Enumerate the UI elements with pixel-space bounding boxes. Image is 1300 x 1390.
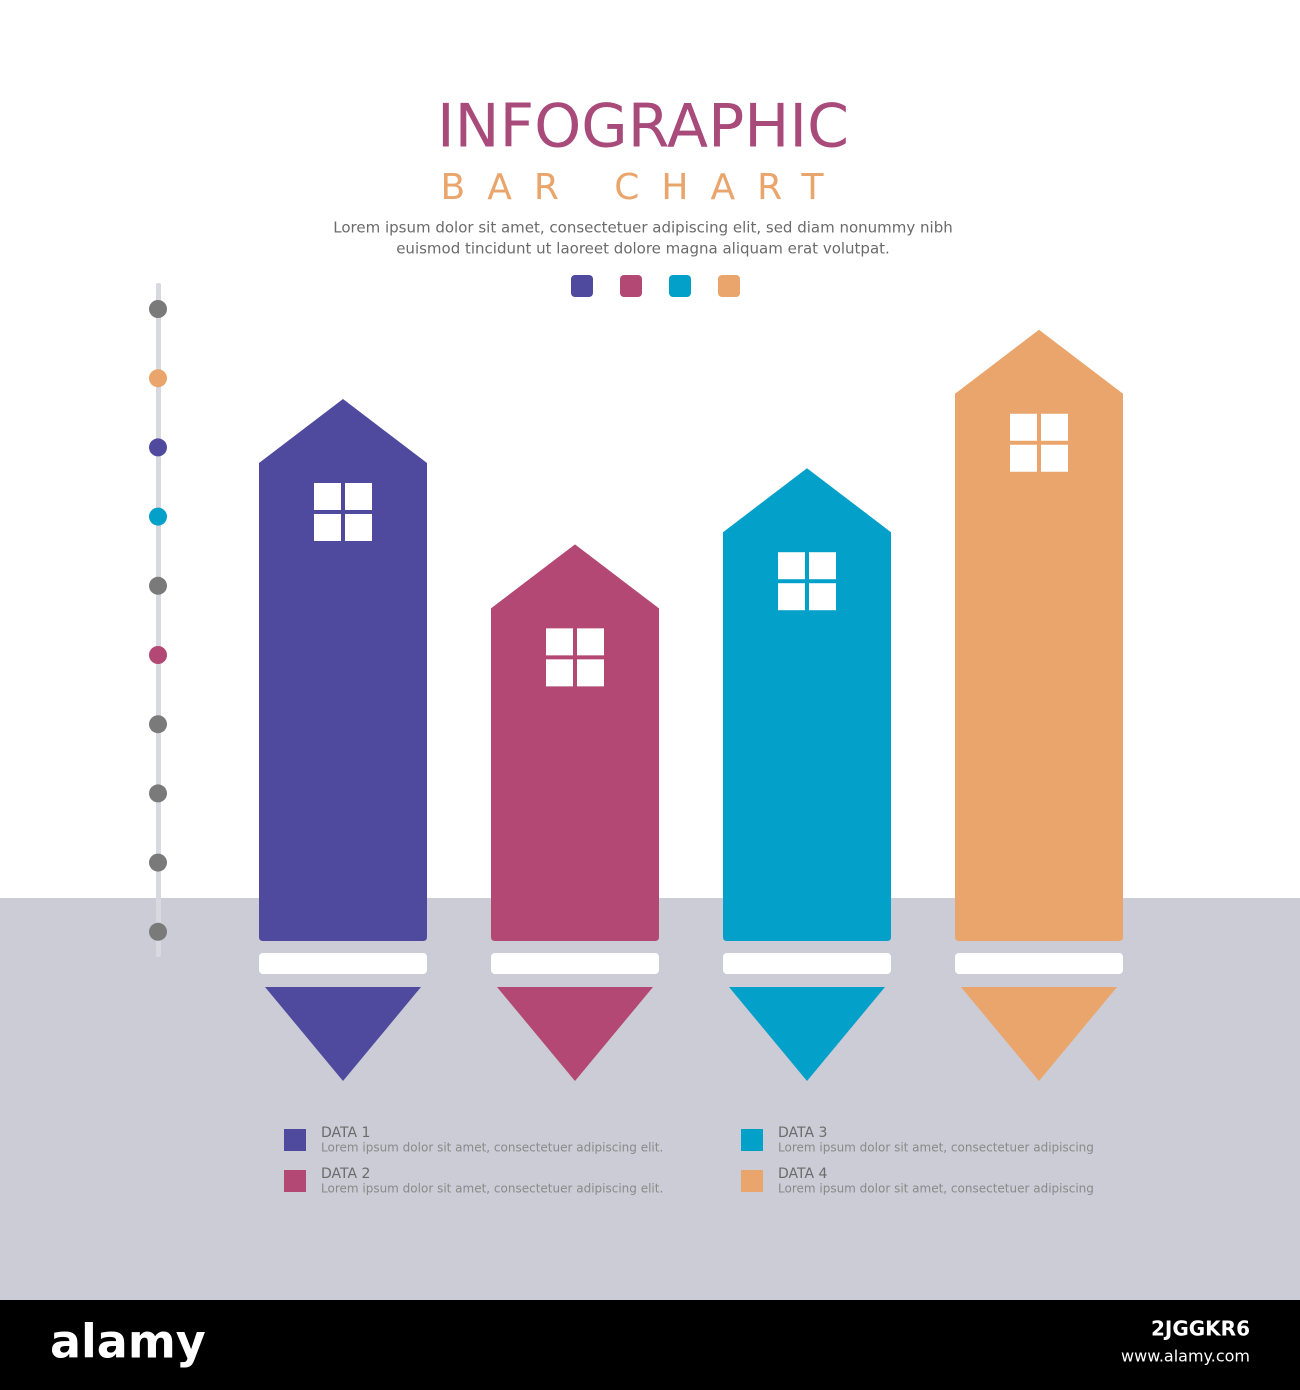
window xyxy=(809,552,836,580)
legend-description: Lorem ipsum dolor sit amet, consectetuer… xyxy=(778,1141,1094,1155)
legend-label: DATA 4 xyxy=(778,1166,828,1182)
legend-swatch xyxy=(620,275,642,297)
window xyxy=(546,628,573,656)
legend-description: Lorem ipsum dolor sit amet, consectetuer… xyxy=(778,1182,1094,1196)
band xyxy=(491,953,659,974)
window xyxy=(778,552,805,580)
scale-dot xyxy=(149,438,167,457)
legend-label: DATA 1 xyxy=(321,1125,370,1141)
tip xyxy=(497,987,653,1081)
window xyxy=(1010,444,1037,472)
scale-dot xyxy=(149,576,167,595)
band xyxy=(955,953,1123,974)
legend-swatch xyxy=(284,1129,306,1151)
legend-swatch xyxy=(571,275,593,297)
window xyxy=(314,482,341,510)
legend-description: Lorem ipsum dolor sit amet, consectetuer… xyxy=(321,1182,663,1196)
legend-description: Lorem ipsum dolor sit amet, consectetuer… xyxy=(321,1141,663,1155)
legend-swatch xyxy=(741,1170,763,1192)
bar xyxy=(259,398,427,941)
tip xyxy=(961,987,1117,1081)
scale-dot xyxy=(149,369,167,388)
description: Lorem ipsum dolor sit amet, consectetuer… xyxy=(333,219,953,237)
description: euismod tincidunt ut laoreet dolore magn… xyxy=(396,240,890,258)
window xyxy=(577,628,604,656)
watermark-url: www.alamy.com xyxy=(1121,1347,1250,1366)
scale-dot xyxy=(149,922,167,941)
footer xyxy=(0,1300,1300,1390)
window xyxy=(809,583,836,611)
legend-label: DATA 3 xyxy=(778,1125,827,1141)
window xyxy=(546,659,573,687)
scale-dot xyxy=(149,507,167,526)
legend-swatch xyxy=(718,275,740,297)
chart-subtitle: BAR CHART xyxy=(441,167,846,208)
tip xyxy=(265,987,421,1081)
scale-dot xyxy=(149,300,167,318)
bar xyxy=(723,468,891,941)
legend-swatch xyxy=(284,1170,306,1192)
bar xyxy=(491,544,659,941)
chart-title: INFOGRAPHIC xyxy=(437,92,849,162)
scale-dot xyxy=(149,853,167,872)
scale-dot xyxy=(149,715,167,734)
window xyxy=(1041,413,1068,441)
watermark-brand: alamy xyxy=(50,1315,206,1369)
band xyxy=(723,953,891,974)
legend-label: DATA 2 xyxy=(321,1166,370,1182)
legend-swatch xyxy=(669,275,691,297)
window xyxy=(1041,444,1068,472)
scale-dot xyxy=(149,784,167,803)
watermark-code: 2JGGKR6 xyxy=(1151,1317,1250,1341)
bar xyxy=(955,329,1123,941)
window xyxy=(1010,413,1037,441)
window xyxy=(778,583,805,611)
window xyxy=(345,513,372,541)
band xyxy=(259,953,427,974)
legend-swatch xyxy=(741,1129,763,1151)
window xyxy=(345,482,372,510)
scale-dot xyxy=(149,646,167,664)
window xyxy=(577,659,604,687)
window xyxy=(314,513,341,541)
tip xyxy=(729,987,885,1081)
